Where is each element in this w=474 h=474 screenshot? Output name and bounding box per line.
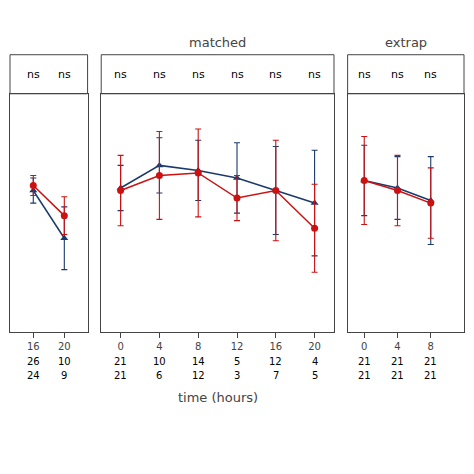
svg-text:20: 20 <box>308 341 321 352</box>
svg-text:ns: ns <box>269 68 282 81</box>
svg-text:21: 21 <box>358 370 371 381</box>
svg-text:4: 4 <box>312 356 318 367</box>
svg-text:7: 7 <box>273 370 279 381</box>
svg-text:ns: ns <box>231 68 244 81</box>
svg-text:ns: ns <box>192 68 205 81</box>
svg-text:5: 5 <box>312 370 318 381</box>
svg-text:14: 14 <box>192 356 205 367</box>
svg-text:ns: ns <box>391 68 404 81</box>
svg-text:time (hours): time (hours) <box>178 390 258 405</box>
svg-text:ns: ns <box>424 68 437 81</box>
svg-text:12: 12 <box>192 370 205 381</box>
svg-text:ns: ns <box>358 68 371 81</box>
svg-text:ns: ns <box>308 68 321 81</box>
svg-text:8: 8 <box>428 341 434 352</box>
svg-text:21: 21 <box>391 370 404 381</box>
svg-text:21: 21 <box>114 356 127 367</box>
svg-text:extrap: extrap <box>385 35 427 50</box>
svg-text:26: 26 <box>27 356 40 367</box>
svg-text:20: 20 <box>58 341 71 352</box>
svg-text:16: 16 <box>27 341 40 352</box>
svg-text:ns: ns <box>114 68 127 81</box>
svg-text:4: 4 <box>394 341 400 352</box>
svg-text:21: 21 <box>424 370 437 381</box>
svg-text:4: 4 <box>156 341 162 352</box>
svg-text:8: 8 <box>195 341 201 352</box>
svg-text:10: 10 <box>153 356 166 367</box>
svg-text:matched: matched <box>189 35 246 50</box>
svg-text:21: 21 <box>391 356 404 367</box>
svg-text:10: 10 <box>58 356 71 367</box>
svg-text:24: 24 <box>27 370 40 381</box>
svg-text:0: 0 <box>117 341 123 352</box>
svg-text:0: 0 <box>361 341 367 352</box>
svg-text:5: 5 <box>234 356 240 367</box>
svg-text:ns: ns <box>58 68 71 81</box>
svg-text:ns: ns <box>153 68 166 81</box>
svg-text:9: 9 <box>61 370 67 381</box>
svg-text:6: 6 <box>156 370 162 381</box>
svg-text:21: 21 <box>424 356 437 367</box>
svg-text:16: 16 <box>269 341 282 352</box>
svg-text:12: 12 <box>231 341 244 352</box>
svg-text:21: 21 <box>358 356 371 367</box>
svg-text:3: 3 <box>234 370 240 381</box>
svg-text:12: 12 <box>269 356 282 367</box>
svg-text:21: 21 <box>114 370 127 381</box>
svg-text:ns: ns <box>27 68 40 81</box>
